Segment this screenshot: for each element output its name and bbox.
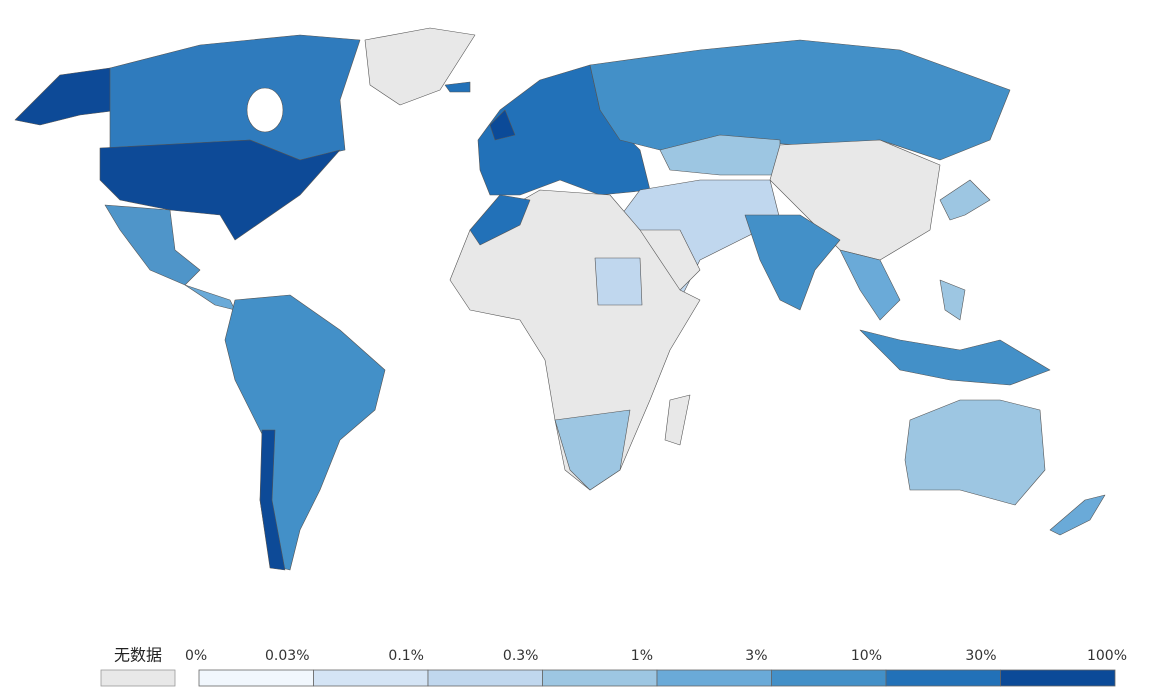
indonesia xyxy=(859,329,1051,386)
greenland xyxy=(364,27,476,106)
russia xyxy=(589,39,1011,161)
madagascar xyxy=(664,394,691,446)
legend-tick-label: 3% xyxy=(745,648,767,664)
morocco xyxy=(469,194,531,246)
legend-swatch xyxy=(656,669,772,687)
legend-tick-label: 0.1% xyxy=(388,648,424,664)
legend-tick-label: 0.3% xyxy=(503,648,539,664)
japan xyxy=(939,179,991,221)
legend-swatch xyxy=(542,669,658,687)
mexico xyxy=(104,204,201,286)
new-zealand xyxy=(1049,494,1106,536)
legend-swatch xyxy=(313,669,429,687)
southern-africa xyxy=(554,409,631,491)
southeast-asia xyxy=(839,249,901,321)
united-kingdom xyxy=(489,109,516,141)
world-map xyxy=(14,27,1106,571)
legend-swatch xyxy=(198,669,314,687)
legend-swatch xyxy=(1000,669,1116,687)
legend-scale: 0% 0.03% 0.1% 0.3% 1% 3% 10% 30% 100% xyxy=(185,648,1127,687)
legend-tick-label: 10% xyxy=(851,648,882,664)
legend-swatch xyxy=(771,669,887,687)
hudson-bay xyxy=(246,87,284,133)
legend-tick-label: 100% xyxy=(1087,648,1127,664)
legend-tick-label: 1% xyxy=(631,648,653,664)
sudan xyxy=(594,257,643,306)
legend-tick-label: 30% xyxy=(965,648,996,664)
legend-tick-label: 0% xyxy=(185,648,207,664)
chile xyxy=(259,429,286,571)
australia xyxy=(904,399,1046,506)
no-data-swatch xyxy=(100,669,176,687)
iceland xyxy=(444,81,471,93)
no-data-label: 无数据 xyxy=(114,646,162,665)
south-america xyxy=(224,294,386,571)
legend-swatch xyxy=(427,669,543,687)
legend-swatch xyxy=(885,669,1001,687)
central-america xyxy=(184,284,236,311)
philippines xyxy=(939,279,966,321)
alaska xyxy=(14,67,121,126)
india xyxy=(744,214,841,311)
usa xyxy=(99,139,341,241)
legend-tick-label: 0.03% xyxy=(265,648,309,664)
